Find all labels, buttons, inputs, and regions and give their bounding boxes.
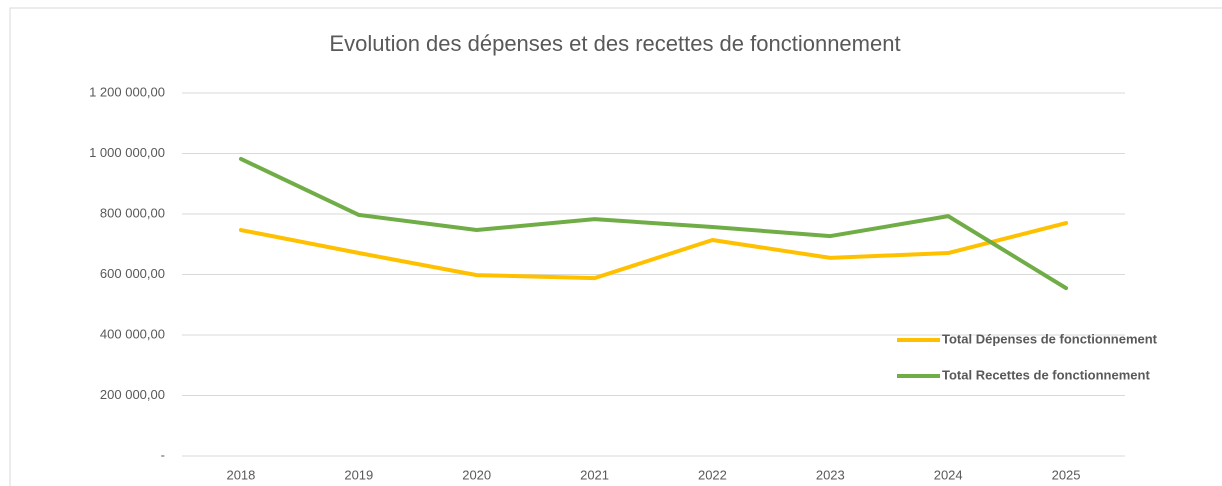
y-tick-label: 800 000,00 [100,205,165,220]
x-tick-label: 2021 [580,467,609,482]
x-tick-label: 2022 [698,467,727,482]
chart-title: Evolution des dépenses et des recettes d… [329,31,900,56]
y-tick-label: - [161,447,165,462]
x-tick-label: 2018 [226,467,255,482]
chart-frame [9,7,1222,486]
y-tick-label: 1 000 000,00 [89,145,165,160]
x-tick-label: 2023 [816,467,845,482]
x-tick-label: 2024 [934,467,963,482]
x-tick-label: 2020 [462,467,491,482]
data-line [238,156,1069,291]
data-line [238,221,1069,281]
legend-label: Total Recettes de fonctionnement [942,367,1150,382]
y-tick-label: 600 000,00 [100,266,165,281]
y-tick-label: 400 000,00 [100,326,165,341]
y-tick-label: 200 000,00 [100,387,165,402]
legend-label: Total Dépenses de fonctionnement [942,331,1158,346]
x-tick-label: 2019 [344,467,373,482]
x-tick-label: 2025 [1052,467,1081,482]
y-tick-label: 1 200 000,00 [89,84,165,99]
